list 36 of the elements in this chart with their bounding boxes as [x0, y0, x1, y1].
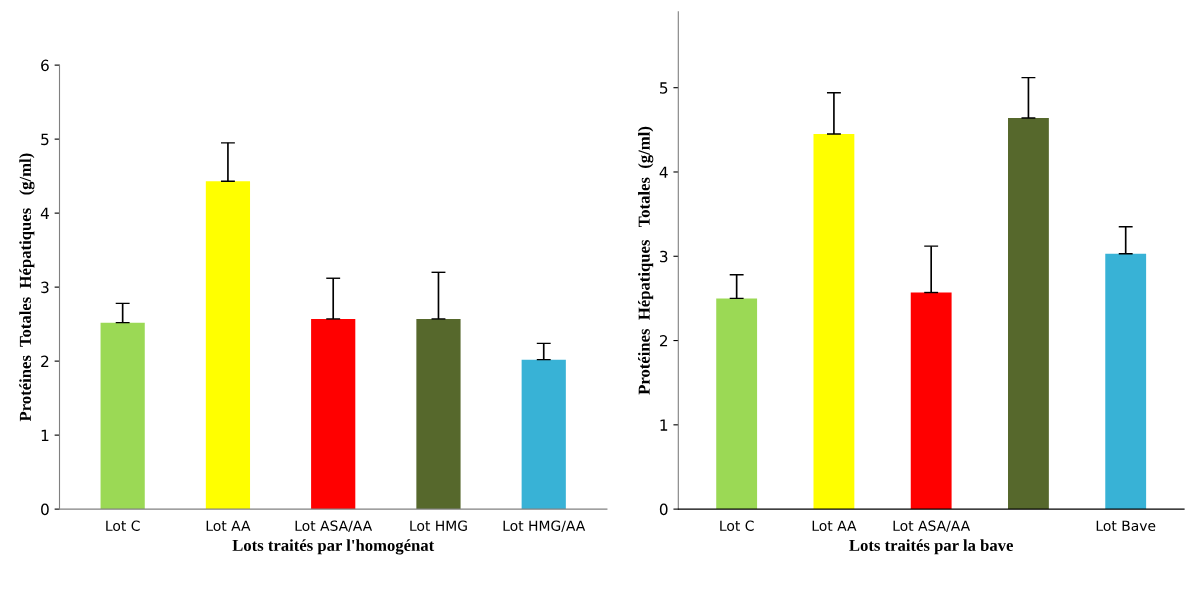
- bar: [716, 298, 758, 510]
- y-axis-title: Protéines Hépatiques Totales (g/ml): [638, 126, 654, 395]
- bar: [205, 181, 251, 510]
- x-axis-title: Lots traités par la bave: [849, 539, 1013, 555]
- x-tick-label: Lot ASA/AA: [893, 520, 971, 533]
- bar: [1008, 118, 1049, 510]
- x-tick-label: Lot AA: [812, 520, 857, 531]
- bar: [1105, 253, 1147, 510]
- bar: [521, 359, 566, 510]
- x-axis-title: Lots traités par l'homogénat: [232, 539, 435, 555]
- y-tick-label: 2: [41, 355, 49, 367]
- x-tick-label: Lot Bave: [1096, 520, 1156, 531]
- x-tick-label: Lot HMG: [410, 520, 467, 531]
- y-tick-label: 1: [41, 429, 49, 441]
- x-tick-label: Lot AA: [206, 520, 251, 531]
- y-tick-label: 0: [659, 503, 668, 516]
- y-tick-label: 1: [660, 419, 668, 431]
- y-axis-title: Protéines Totales Hépatiques (g/ml): [19, 153, 35, 422]
- y-tick-label: 3: [41, 281, 49, 294]
- x-tick-label: Lot C: [720, 520, 754, 531]
- y-tick-label: 4: [40, 207, 49, 219]
- x-tick-label: Lot ASA/AA: [295, 520, 373, 533]
- y-tick-label: 6: [41, 59, 49, 72]
- y-tick-label: 5: [660, 82, 668, 94]
- bar: [100, 322, 145, 510]
- bar: [311, 318, 356, 510]
- y-tick-label: 3: [660, 250, 668, 263]
- bar: [813, 134, 855, 510]
- y-tick-label: 2: [659, 335, 668, 347]
- x-tick-label: Lot HMG/AA: [503, 520, 586, 533]
- bar: [910, 292, 952, 510]
- y-tick-label: 5: [41, 133, 49, 146]
- y-tick-label: 4: [659, 166, 668, 178]
- y-tick-label: 0: [41, 503, 49, 516]
- x-tick-label: Lot C: [106, 520, 140, 531]
- bar: [416, 318, 461, 510]
